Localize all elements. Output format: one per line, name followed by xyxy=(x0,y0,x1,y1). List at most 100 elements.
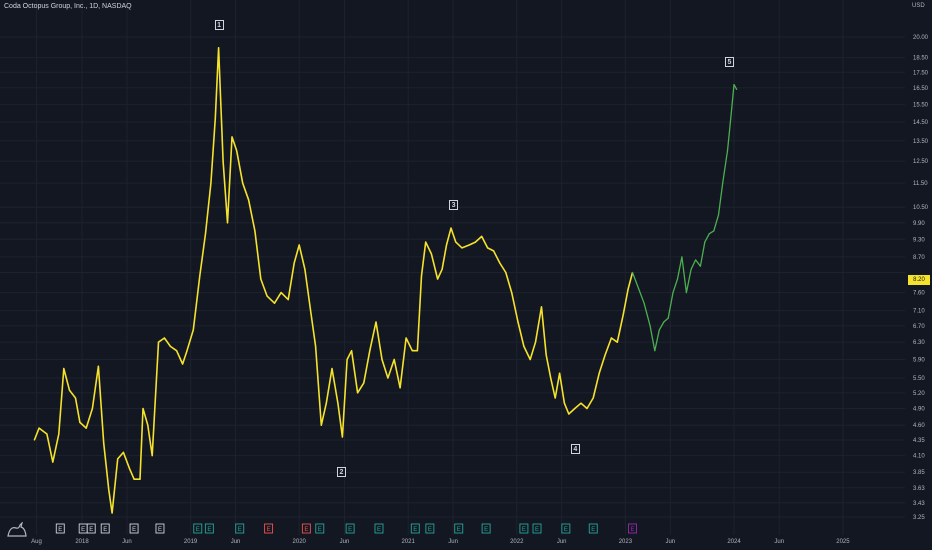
tradingview-logo-icon[interactable] xyxy=(6,522,28,538)
series-point xyxy=(704,241,706,243)
earnings-marker[interactable]: E xyxy=(588,523,598,534)
series-point xyxy=(341,436,343,438)
series-point xyxy=(85,427,87,429)
earnings-marker-box xyxy=(264,523,274,534)
time-axis[interactable]: Aug 2018 Jun 2019 Jun 2020 Jun 2021 Jun 2022 Jun 20… xyxy=(31,539,850,545)
earnings-marker[interactable]: E xyxy=(410,523,420,534)
earnings-marker[interactable]: E xyxy=(264,523,274,534)
earnings-marker-box xyxy=(301,523,311,534)
earnings-marker[interactable]: E xyxy=(481,523,491,534)
series-point xyxy=(310,313,312,315)
series-point xyxy=(416,350,418,352)
series-point xyxy=(430,253,432,255)
series-point xyxy=(592,397,594,399)
series-point xyxy=(425,241,427,243)
series-point xyxy=(708,233,710,235)
series-point xyxy=(108,489,110,491)
series-point xyxy=(346,358,348,361)
series-point xyxy=(474,241,477,243)
earnings-marker[interactable]: E xyxy=(193,523,203,534)
last-price-tag: 8.20 xyxy=(908,275,930,285)
earnings-marker-box xyxy=(588,523,598,534)
series-point xyxy=(217,47,220,49)
series-point xyxy=(690,268,692,270)
earnings-marker-label: E xyxy=(81,527,85,533)
x-tick-label: 2019 xyxy=(184,539,198,545)
earnings-marker[interactable]: E xyxy=(425,523,435,534)
earnings-marker[interactable]: E xyxy=(86,523,96,534)
earnings-marker-box xyxy=(410,523,420,534)
earnings-marker[interactable]: E xyxy=(561,523,571,534)
wave-label-5: 5 xyxy=(724,56,734,67)
series-point xyxy=(445,244,448,246)
earnings-marker-box xyxy=(425,523,435,534)
series-point xyxy=(266,295,268,297)
x-tick-label: Jun xyxy=(665,539,675,545)
series-point xyxy=(550,377,552,379)
series-point xyxy=(375,321,377,323)
series-point xyxy=(455,241,457,243)
earnings-marker-box xyxy=(193,523,203,534)
series-point xyxy=(505,271,507,274)
x-tick-label: Jun xyxy=(340,539,350,545)
currency-label: USD xyxy=(912,3,925,9)
series-point xyxy=(663,321,665,323)
y-tick-label: 20.00 xyxy=(913,35,929,41)
series-point xyxy=(733,84,735,86)
earnings-marker-label: E xyxy=(377,527,381,533)
series-point xyxy=(713,230,715,232)
series-point xyxy=(214,117,216,119)
earnings-marker-box xyxy=(204,523,214,534)
series-point xyxy=(381,358,383,361)
series-point xyxy=(580,402,582,404)
x-tick-label: Jun xyxy=(557,539,567,545)
earnings-marker[interactable]: E xyxy=(235,523,245,534)
series-point xyxy=(204,233,207,235)
earnings-marker[interactable]: E xyxy=(628,523,637,534)
earnings-marker[interactable]: E xyxy=(532,523,542,534)
y-tick-label: 11.50 xyxy=(913,181,928,187)
projection-line xyxy=(631,83,738,352)
earnings-marker[interactable]: E xyxy=(519,523,529,534)
earnings-marker[interactable]: E xyxy=(55,523,65,534)
series-point xyxy=(638,288,640,290)
series-point xyxy=(260,278,262,280)
series-point xyxy=(117,458,119,460)
earnings-marker[interactable]: E xyxy=(315,523,325,534)
earnings-marker-label: E xyxy=(89,527,93,533)
y-tick-label: 3.85 xyxy=(913,470,925,476)
price-axis[interactable]: 20.00 18.50 17.50 16.50 15.50 14.50 13.50 12.50… xyxy=(913,35,929,521)
earnings-marker-box xyxy=(454,523,464,534)
series-point xyxy=(654,350,656,352)
series-point xyxy=(331,367,333,370)
earnings-marker-label: E xyxy=(457,527,461,533)
earnings-marker[interactable]: E xyxy=(345,523,355,534)
series-point xyxy=(540,306,543,308)
earnings-marker-label: E xyxy=(318,527,322,533)
earnings-marker[interactable]: E xyxy=(454,523,464,534)
series-point xyxy=(554,397,556,399)
y-tick-label: 10.50 xyxy=(913,205,929,211)
earnings-marker[interactable]: E xyxy=(301,523,311,534)
y-tick-label: 3.43 xyxy=(913,501,925,507)
earnings-marker-box xyxy=(100,523,110,534)
earnings-marker[interactable]: E xyxy=(374,523,384,534)
series-point xyxy=(122,451,124,454)
earnings-marker[interactable]: E xyxy=(155,523,165,534)
earnings-marker[interactable]: E xyxy=(100,523,110,534)
y-tick-label: 3.25 xyxy=(913,515,925,521)
series-point xyxy=(139,478,141,480)
earnings-marker[interactable]: E xyxy=(204,523,214,534)
series-point xyxy=(351,350,353,352)
series-point xyxy=(254,230,256,232)
series-point xyxy=(222,160,224,162)
y-tick-label: 4.10 xyxy=(913,454,925,460)
earnings-marker[interactable]: E xyxy=(129,523,139,534)
earnings-marker-label: E xyxy=(535,527,539,533)
earnings-marker[interactable]: E xyxy=(78,523,88,534)
series-point xyxy=(717,214,720,216)
series-point xyxy=(298,244,300,246)
x-tick-label: 2020 xyxy=(293,539,307,545)
